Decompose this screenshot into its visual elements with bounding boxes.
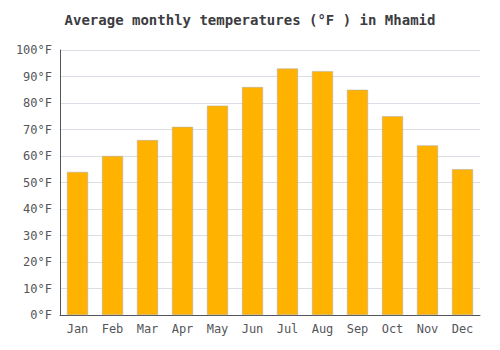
svg-text:40°F: 40°F [23,202,52,216]
svg-text:10°F: 10°F [23,282,52,296]
svg-text:Sep: Sep [347,322,369,336]
svg-text:Aug: Aug [312,322,334,336]
svg-text:80°F: 80°F [23,96,52,110]
svg-text:May: May [207,322,229,336]
svg-text:Nov: Nov [417,322,439,336]
svg-text:Dec: Dec [452,322,474,336]
svg-text:20°F: 20°F [23,255,52,269]
svg-text:50°F: 50°F [23,176,52,190]
svg-text:Feb: Feb [102,322,124,336]
svg-text:Apr: Apr [172,322,194,336]
svg-text:Jun: Jun [242,322,264,336]
svg-text:Jul: Jul [277,322,299,336]
svg-text:0°F: 0°F [30,308,52,322]
svg-text:70°F: 70°F [23,123,52,137]
svg-text:Average monthly temperatures (: Average monthly temperatures (°F ) in Mh… [65,12,436,28]
svg-text:60°F: 60°F [23,149,52,163]
svg-text:Jan: Jan [67,322,89,336]
svg-text:Oct: Oct [382,322,404,336]
svg-text:Mar: Mar [137,322,159,336]
svg-text:30°F: 30°F [23,229,52,243]
svg-text:100°F: 100°F [16,43,52,57]
svg-text:90°F: 90°F [23,70,52,84]
